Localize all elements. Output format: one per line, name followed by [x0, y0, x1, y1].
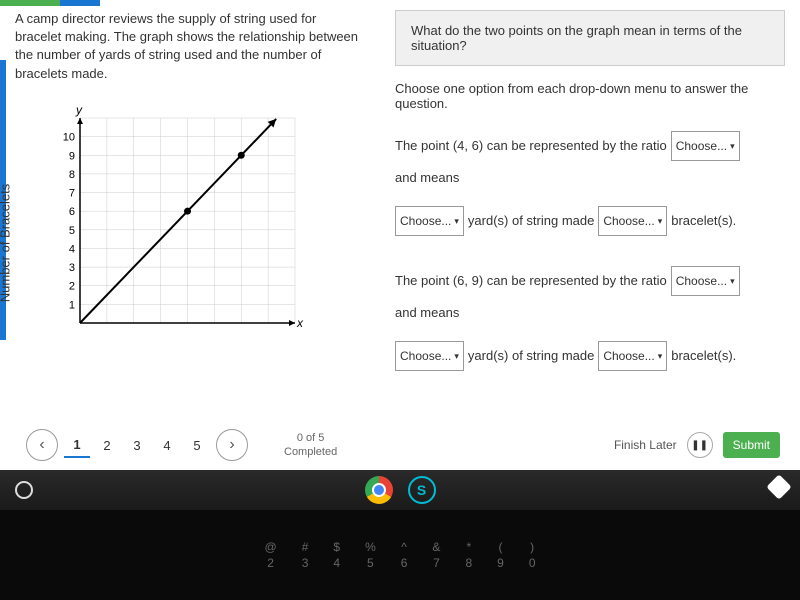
answer-text: bracelet(s).: [671, 343, 736, 369]
page-numbers: 12345: [64, 432, 210, 458]
svg-text:x: x: [296, 316, 304, 330]
content-area: A camp director reviews the supply of st…: [0, 0, 800, 480]
keyboard-key: ^6: [401, 540, 408, 570]
answer-area: The point (4, 6) can be represented by t…: [395, 131, 785, 371]
svg-text:9: 9: [69, 150, 75, 162]
page-number-3[interactable]: 3: [124, 432, 150, 458]
answer-text: The point (4, 6) can be represented by t…: [395, 133, 667, 159]
left-column: A camp director reviews the supply of st…: [0, 0, 380, 480]
choose-dropdown[interactable]: Choose...▾: [671, 266, 740, 296]
problem-text: A camp director reviews the supply of st…: [15, 10, 365, 83]
svg-text:8: 8: [69, 169, 75, 181]
svg-text:6: 6: [69, 206, 75, 218]
choose-dropdown[interactable]: Choose...▾: [395, 341, 464, 371]
choose-dropdown[interactable]: Choose...▾: [671, 131, 740, 161]
bottom-nav: ‹ 12345 › 0 of 5 Completed Finish Later …: [0, 420, 800, 470]
launcher-icon[interactable]: [15, 481, 33, 499]
progress-label: Completed: [284, 445, 337, 459]
svg-text:5: 5: [69, 225, 75, 237]
app-s-icon[interactable]: S: [408, 476, 436, 504]
next-button[interactable]: ›: [216, 429, 248, 461]
progress-indicator: 0 of 5 Completed: [284, 431, 337, 460]
right-column: What do the two points on the graph mean…: [380, 0, 800, 480]
y-axis-label: Number of Bracelets: [0, 184, 13, 303]
answer-text: yard(s) of string made: [468, 343, 594, 369]
page-number-2[interactable]: 2: [94, 432, 120, 458]
question-box: What do the two points on the graph mean…: [395, 10, 785, 66]
instruction-text: Choose one option from each drop-down me…: [395, 81, 785, 111]
prev-button[interactable]: ‹: [26, 429, 58, 461]
chart-svg: 1 2 3 4 5 6 7 8 9 10 y x: [55, 103, 305, 343]
keyboard-key: #3: [302, 540, 309, 570]
nav-actions: Finish Later ❚❚ Submit: [614, 432, 780, 458]
chevron-down-icon: ▾: [730, 272, 735, 290]
chevron-down-icon: ▾: [658, 212, 663, 230]
svg-text:1: 1: [69, 299, 75, 311]
answer-text: and means: [395, 300, 459, 326]
chrome-icon[interactable]: [365, 476, 393, 504]
keyboard-key: (9: [497, 540, 504, 570]
desk-area: @2 #3 $4 %5 ^6&7 *8 (9 )0: [0, 510, 800, 600]
finish-later-button[interactable]: Finish Later: [614, 438, 677, 452]
page-number-1[interactable]: 1: [64, 432, 90, 458]
svg-text:7: 7: [69, 187, 75, 199]
answer-line: The point (4, 6) can be represented by t…: [395, 131, 785, 191]
browser-tab: [60, 0, 100, 6]
answer-line: Choose...▾yard(s) of string madeChoose..…: [395, 206, 785, 236]
svg-text:2: 2: [69, 280, 75, 292]
answer-line: The point (6, 9) can be represented by t…: [395, 266, 785, 326]
choose-dropdown[interactable]: Choose...▾: [395, 206, 464, 236]
answer-text: The point (6, 9) can be represented by t…: [395, 268, 667, 294]
keyboard-key: %5: [365, 540, 376, 570]
answer-text: bracelet(s).: [671, 208, 736, 234]
svg-text:4: 4: [69, 243, 75, 255]
answer-text: yard(s) of string made: [468, 208, 594, 234]
keyboard-key: $4: [333, 540, 340, 570]
keyboard-key: @2: [265, 540, 277, 570]
answer-line: Choose...▾yard(s) of string madeChoose..…: [395, 341, 785, 371]
progress-count: 0 of 5: [284, 431, 337, 445]
chevron-down-icon: ▾: [454, 347, 459, 365]
page-number-4[interactable]: 4: [154, 432, 180, 458]
os-taskbar: S: [0, 470, 800, 510]
answer-text: and means: [395, 165, 459, 191]
browser-tab-active: [0, 0, 60, 6]
chart-container: Number of Bracelets 12345678910yx: [15, 103, 335, 383]
svg-text:3: 3: [69, 262, 75, 274]
page-number-5[interactable]: 5: [184, 432, 210, 458]
chevron-down-icon: ▾: [454, 212, 459, 230]
pause-button[interactable]: ❚❚: [687, 432, 713, 458]
keyboard-key: )0: [529, 540, 536, 570]
svg-text:10: 10: [63, 131, 75, 143]
submit-button[interactable]: Submit: [723, 432, 780, 458]
choose-dropdown[interactable]: Choose...▾: [598, 206, 667, 236]
keyboard-row: @2 #3 $4 %5 ^6&7 *8 (9 )0: [0, 510, 800, 570]
svg-text:y: y: [75, 103, 83, 117]
chevron-down-icon: ▾: [730, 137, 735, 155]
keyboard-key: *8: [465, 540, 472, 570]
choose-dropdown[interactable]: Choose...▾: [598, 341, 667, 371]
keyboard-key: &7: [432, 540, 440, 570]
chevron-down-icon: ▾: [658, 347, 663, 365]
